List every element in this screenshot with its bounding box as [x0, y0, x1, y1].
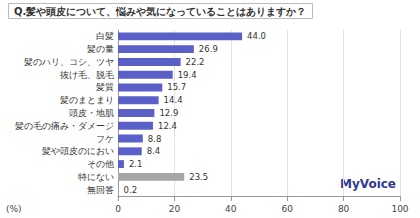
- svg-text:髪や頭皮のにおい: 髪や頭皮のにおい: [42, 146, 114, 156]
- svg-text:0.2: 0.2: [124, 185, 138, 195]
- svg-text:14.4: 14.4: [164, 95, 183, 105]
- svg-text:12.4: 12.4: [158, 121, 177, 131]
- svg-text:23.5: 23.5: [189, 172, 208, 182]
- svg-text:MyVoice: MyVoice: [340, 177, 396, 191]
- svg-text:40: 40: [225, 204, 237, 214]
- svg-text:髪の毛の痛み・ダメージ: 髪の毛の痛み・ダメージ: [15, 121, 114, 131]
- svg-text:15.7: 15.7: [167, 82, 186, 92]
- svg-text:抜け毛、脱毛: 抜け毛、脱毛: [60, 70, 114, 80]
- svg-text:12.9: 12.9: [159, 108, 178, 118]
- svg-text:20: 20: [169, 204, 181, 214]
- svg-text:80: 80: [338, 204, 350, 214]
- svg-text:2.1: 2.1: [129, 159, 143, 169]
- svg-text:8.8: 8.8: [148, 134, 162, 144]
- svg-text:フケ: フケ: [96, 134, 114, 144]
- svg-text:髪のハリ、コシ、ツヤ: 髪のハリ、コシ、ツヤ: [24, 57, 114, 67]
- svg-text:60: 60: [281, 204, 293, 214]
- svg-text:26.9: 26.9: [199, 44, 218, 54]
- svg-text:Q.髪や頭皮について、悩みや気になっていることはありますか？: Q.髪や頭皮について、悩みや気になっていることはありますか？: [14, 6, 306, 18]
- svg-text:髪の量: 髪の量: [87, 44, 114, 54]
- svg-text:19.4: 19.4: [178, 70, 197, 80]
- svg-text:44.0: 44.0: [247, 31, 266, 41]
- svg-text:頭皮・地肌: 頭皮・地肌: [69, 108, 114, 118]
- svg-text:特にない: 特にない: [78, 172, 114, 182]
- svg-text:(%): (%): [6, 204, 22, 214]
- svg-text:無回答: 無回答: [87, 185, 114, 195]
- svg-text:白髪: 白髪: [96, 31, 114, 41]
- svg-text:その他: その他: [87, 159, 114, 169]
- svg-text:22.2: 22.2: [186, 57, 205, 67]
- svg-text:100: 100: [391, 204, 408, 214]
- svg-text:髪のまとまり: 髪のまとまり: [60, 95, 114, 105]
- svg-text:髪質: 髪質: [96, 82, 114, 92]
- svg-text:8.4: 8.4: [147, 146, 161, 156]
- svg-text:0: 0: [115, 204, 121, 214]
